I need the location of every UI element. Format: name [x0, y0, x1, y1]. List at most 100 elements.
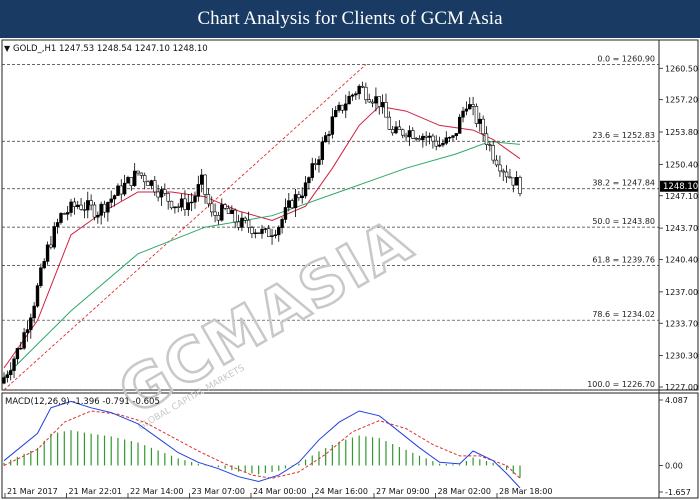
candle-body: [226, 207, 231, 214]
symbol-info: GOLD_,H1 1247.53 1248.54 1247.10 1248.10: [13, 44, 208, 54]
candle-body: [411, 130, 415, 139]
candle-body: [267, 228, 271, 237]
candle-body: [59, 213, 63, 223]
macd-y-tick-label: 4.087: [665, 396, 688, 405]
candle-body: [92, 204, 97, 218]
candle-body: [334, 110, 338, 118]
candle-body: [42, 261, 46, 269]
candle-body: [471, 104, 475, 107]
candle-body: [199, 174, 204, 185]
series-line: [3, 105, 521, 369]
candle-body: [15, 348, 20, 360]
candle-body: [176, 206, 180, 208]
x-tick-label: 28 Mar 18:00: [499, 487, 552, 496]
candle-body: [300, 195, 304, 199]
candle-body: [283, 207, 288, 220]
macd-signal-line: [3, 410, 521, 479]
candle-body: [293, 194, 298, 209]
candle-body: [494, 159, 499, 166]
candle-body: [273, 234, 278, 236]
candle-body: [441, 142, 445, 146]
candle-body: [484, 133, 489, 145]
x-tick-label: 21 Mar 22:01: [69, 487, 122, 496]
candle-body: [253, 232, 257, 234]
candle-body: [32, 305, 36, 319]
candle-body: [374, 96, 378, 104]
candle-body: [119, 185, 123, 195]
candle-body: [99, 203, 103, 216]
candle-body: [12, 358, 16, 371]
candle-body: [116, 185, 120, 196]
candle-body: [354, 93, 358, 96]
candle-body: [481, 118, 485, 135]
candle-body: [193, 196, 197, 203]
price-chart: 0.0 = 1260.90 23.6 = 1252.83 38.2 = 1247.8…: [1, 39, 699, 499]
candle-body: [96, 215, 100, 218]
fib-label: 50.0 = 1243.80: [592, 217, 655, 226]
current-price: 1248.10: [663, 182, 698, 192]
candle-body: [189, 201, 194, 204]
fib-label: 0.0 = 1260.90: [597, 54, 655, 63]
candle-body: [243, 217, 247, 221]
candle-body: [317, 159, 321, 166]
candle-body: [45, 244, 50, 262]
candle-body: [173, 206, 177, 209]
candle-body: [344, 103, 348, 111]
candle-body: [387, 116, 392, 130]
candle-body: [290, 200, 294, 209]
candle-body: [287, 200, 291, 208]
candle-body: [109, 198, 113, 203]
price-axis: 1260.50 1257.20 1253.80 1250.40 1247.10 1243.…: [659, 64, 698, 392]
candle-body: [310, 163, 314, 178]
candle-body: [397, 126, 402, 131]
y-tick-label: 1257.20: [665, 96, 698, 105]
candle-body: [112, 195, 117, 200]
candle-body: [401, 129, 405, 136]
candle-body: [19, 347, 23, 350]
candle-body: [25, 329, 30, 333]
dropdown-icon[interactable]: ▼: [4, 44, 11, 53]
x-tick-label: 23 Mar 07:00: [192, 487, 245, 496]
candle-body: [223, 204, 227, 209]
candle-body: [196, 184, 201, 197]
y-tick-label: 1233.70: [665, 319, 698, 328]
candle-body: [444, 137, 448, 144]
candle-body: [29, 317, 33, 330]
y-tick-label: 1253.80: [665, 128, 698, 137]
candle-body: [79, 204, 83, 210]
trendline: [3, 64, 367, 391]
candle-body: [404, 134, 408, 138]
x-tick-label: 24 Mar 16:00: [315, 487, 368, 496]
candle-body: [86, 200, 90, 211]
candles: [2, 81, 522, 385]
candle-body: [377, 96, 381, 107]
candle-body: [213, 211, 217, 216]
candle-body: [394, 126, 398, 134]
x-tick-label: 22 Mar 14:00: [130, 487, 183, 496]
main-panel: [1, 39, 699, 391]
macd-main-line: [3, 400, 521, 489]
candle-body: [360, 85, 365, 88]
candle-body: [55, 222, 60, 227]
candle-body: [501, 170, 505, 173]
candle-body: [246, 219, 251, 228]
candle-body: [102, 203, 107, 213]
candle-body: [313, 163, 318, 166]
candle-body: [451, 135, 455, 138]
candle-body: [146, 181, 150, 186]
macd-label: MACD(12,26,9) -1.396 -0.791 -0.605: [5, 397, 160, 407]
candle-body: [504, 171, 509, 178]
candle-body: [357, 85, 361, 95]
candle-body: [106, 202, 110, 213]
macd-y-tick-label: -1.657: [665, 488, 691, 497]
time-axis: 21 Mar 2017 21 Mar 22:01 22 Mar 14:00 23 Ma…: [4, 487, 552, 498]
candle-body: [367, 99, 371, 103]
fib-label: 100.0 = 1226.70: [587, 380, 655, 389]
fib-label: 78.6 = 1234.02: [592, 310, 655, 319]
candle-body: [478, 118, 482, 124]
candle-body: [263, 228, 268, 230]
candle-body: [488, 144, 492, 146]
candle-body: [384, 102, 388, 118]
y-tick-label: 1250.40: [665, 160, 698, 169]
candle-body: [427, 135, 432, 138]
